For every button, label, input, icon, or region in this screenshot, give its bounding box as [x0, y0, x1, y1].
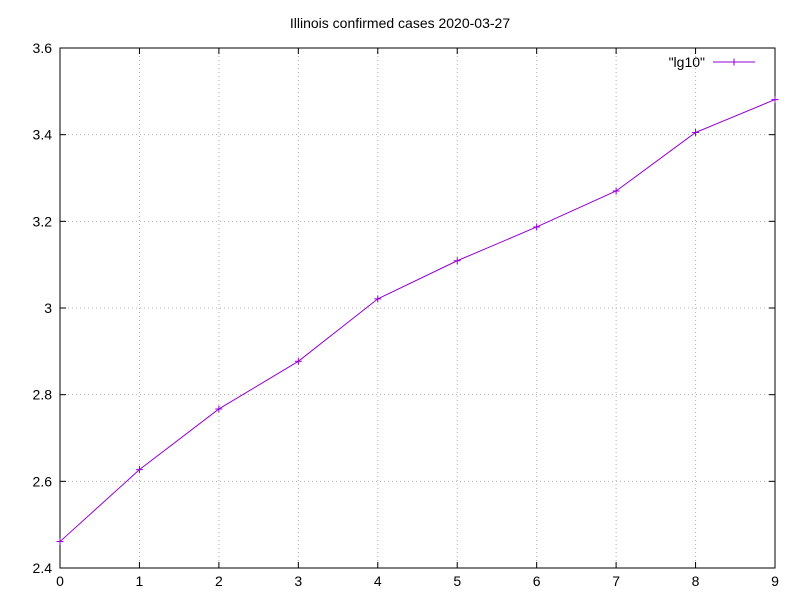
- plot-frame: [59, 47, 776, 569]
- data-point: [294, 357, 302, 365]
- axis-ticks: 0 1 2 3 4 5 6 7 8 9 2.4 2.6 2.8 3 3.2 3.4 3.6: [33, 40, 780, 589]
- data-point: [692, 129, 700, 136]
- data-point: [374, 295, 382, 303]
- legend-marker: [730, 58, 738, 66]
- data-point: [612, 187, 620, 195]
- y-tick-label: 3: [44, 300, 52, 316]
- data-point: [215, 405, 223, 413]
- x-tick-label: 5: [453, 573, 461, 589]
- x-tick-label: 7: [612, 573, 620, 589]
- data-point: [135, 466, 143, 474]
- x-tick-label: 3: [294, 573, 302, 589]
- y-tick-label: 2.6: [33, 473, 53, 489]
- series-layer: [56, 96, 779, 546]
- x-tick-label: 2: [215, 573, 223, 589]
- legend-label: "lg10": [669, 54, 705, 70]
- y-tick-label: 3.2: [33, 213, 53, 229]
- x-tick-label: 0: [56, 573, 64, 589]
- x-tick-label: 1: [136, 573, 144, 589]
- y-tick-label: 3.6: [33, 40, 53, 56]
- y-tick-label: 2.4: [33, 560, 53, 576]
- x-tick-label: 8: [692, 573, 700, 589]
- grid: [60, 48, 775, 568]
- x-tick-label: 4: [374, 573, 382, 589]
- series-line: [59, 99, 776, 542]
- data-point: [453, 257, 461, 265]
- data-point: [771, 96, 779, 104]
- x-tick-label: 6: [533, 573, 541, 589]
- data-point: [533, 223, 541, 231]
- y-tick-label: 2.8: [33, 387, 53, 403]
- y-tick-label: 3.4: [33, 127, 53, 143]
- data-point: [56, 538, 64, 546]
- x-tick-label: 9: [771, 573, 779, 589]
- legend: "lg10": [669, 54, 755, 70]
- chart-title: Illinois confirmed cases 2020-03-27: [290, 15, 510, 31]
